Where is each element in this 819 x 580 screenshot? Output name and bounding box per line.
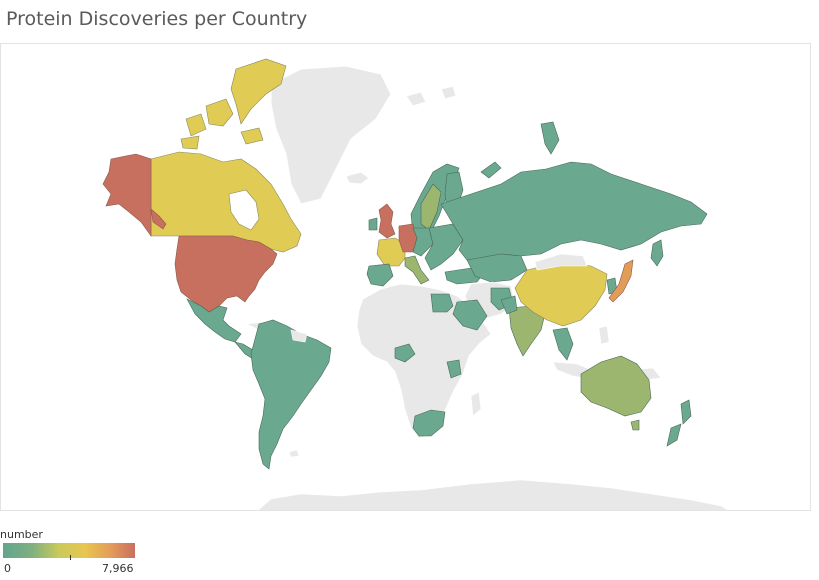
region-france[interactable] bbox=[376, 237, 406, 267]
region-sweden[interactable] bbox=[420, 183, 442, 231]
region-pakistan[interactable] bbox=[500, 295, 518, 315]
region-alaska[interactable] bbox=[102, 153, 152, 237]
region-mongolia[interactable] bbox=[534, 253, 588, 271]
legend-max-label: 7,966 bbox=[102, 562, 134, 575]
region-ireland[interactable] bbox=[368, 217, 378, 231]
color-legend: number 0 7,966 bbox=[0, 526, 140, 578]
region-china[interactable] bbox=[514, 261, 608, 327]
region-aleutians[interactable] bbox=[150, 208, 167, 230]
region-mexico[interactable] bbox=[186, 298, 242, 343]
region-iceland[interactable] bbox=[345, 171, 370, 185]
page-title: Protein Discoveries per Country bbox=[6, 8, 308, 30]
legend-title: number bbox=[0, 528, 43, 541]
world-map[interactable] bbox=[1, 44, 811, 511]
legend-gradient-bar bbox=[3, 543, 135, 558]
region-novaya-zemlya[interactable] bbox=[480, 121, 560, 179]
region-japan[interactable] bbox=[608, 259, 634, 303]
region-egypt[interactable] bbox=[430, 293, 454, 313]
region-australia[interactable] bbox=[580, 355, 652, 417]
region-spain[interactable] bbox=[366, 263, 394, 287]
region-united-kingdom[interactable] bbox=[378, 203, 396, 239]
region-falklands[interactable] bbox=[288, 449, 300, 458]
region-arctic-islands[interactable] bbox=[405, 85, 457, 107]
region-sakhalin[interactable] bbox=[650, 239, 664, 267]
region-nigeria[interactable] bbox=[394, 343, 416, 363]
region-russia[interactable] bbox=[440, 161, 708, 261]
region-south-america[interactable] bbox=[250, 319, 332, 470]
region-hudson-bay bbox=[228, 189, 260, 231]
legend-midpoint-tick bbox=[70, 555, 71, 560]
region-central-asia[interactable] bbox=[466, 253, 528, 283]
region-africa[interactable] bbox=[356, 283, 492, 439]
region-southeast-asia[interactable] bbox=[552, 327, 574, 361]
legend-min-label: 0 bbox=[4, 562, 11, 575]
region-guianas[interactable] bbox=[290, 329, 308, 343]
map-frame[interactable] bbox=[0, 43, 811, 511]
region-greenland[interactable] bbox=[270, 65, 392, 205]
region-philippines[interactable] bbox=[598, 325, 610, 345]
region-saudi-arabia[interactable] bbox=[452, 299, 488, 331]
region-madagascar[interactable] bbox=[470, 391, 482, 417]
region-tasmania[interactable] bbox=[630, 419, 640, 431]
region-antarctica[interactable] bbox=[256, 479, 731, 511]
region-italy[interactable] bbox=[404, 255, 430, 285]
region-south-africa[interactable] bbox=[412, 409, 446, 437]
region-new-zealand[interactable] bbox=[666, 399, 692, 447]
region-canada-islands[interactable] bbox=[180, 58, 287, 150]
region-united-states[interactable] bbox=[174, 235, 278, 313]
region-kenya[interactable] bbox=[446, 359, 462, 379]
